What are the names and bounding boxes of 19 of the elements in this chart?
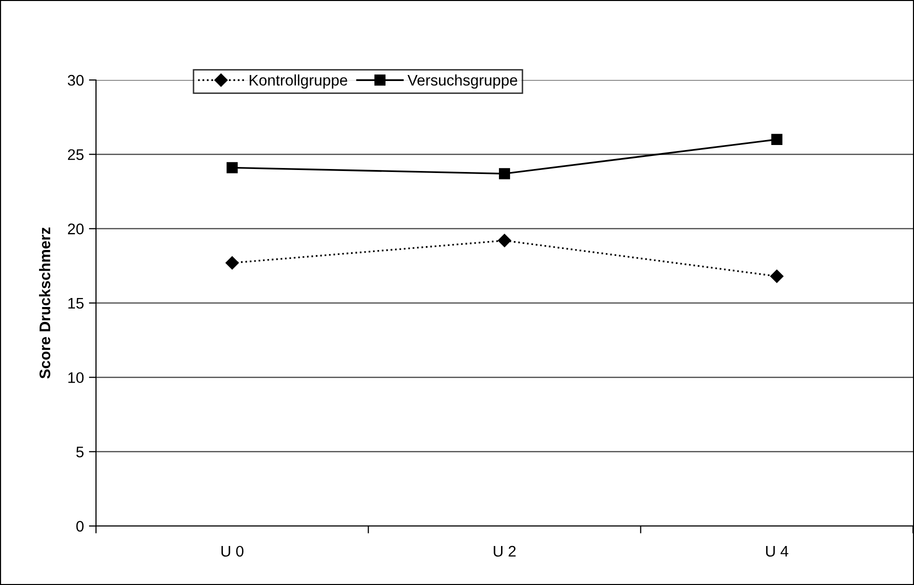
legend-label: Kontrollgruppe — [250, 74, 348, 89]
point — [771, 134, 782, 146]
y-tick-label: 30 — [68, 74, 84, 86]
x-tick-label: U 4 — [766, 546, 788, 557]
y-tick-label: 0 — [76, 520, 84, 532]
y-tick-label: 5 — [76, 446, 84, 458]
y-tick-label: 10 — [68, 372, 84, 384]
legend-label: Versuchsgruppe — [408, 74, 518, 89]
y-axis-title: Score Druckschmerz — [39, 228, 50, 379]
point — [226, 162, 238, 174]
y-tick-label: 20 — [68, 224, 84, 234]
point — [498, 234, 512, 248]
point — [226, 256, 239, 270]
x-tick-label: U 0 — [221, 546, 244, 557]
x-tick-label: U 2 — [494, 546, 516, 557]
y-tick-label: 15 — [68, 298, 84, 309]
point — [770, 270, 784, 283]
y-tick-label: 25 — [68, 149, 84, 160]
point — [498, 168, 510, 180]
